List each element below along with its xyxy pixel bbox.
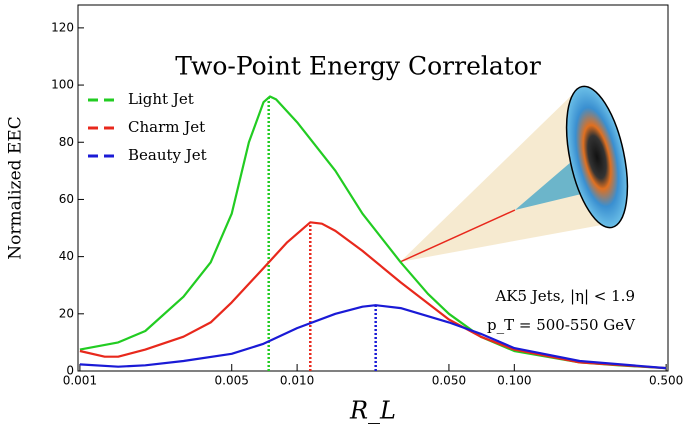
chart-title: Two-Point Energy Correlator xyxy=(175,52,541,81)
y-tick-label: 60 xyxy=(59,192,74,206)
line xyxy=(79,221,667,370)
legend-label: Light Jet xyxy=(128,90,194,108)
jet-illustration xyxy=(399,85,629,263)
annotation: AK5 Jets, |η| < 1.9 xyxy=(494,287,635,305)
x-tick-label: 0.005 xyxy=(215,374,249,388)
plot-frame xyxy=(77,4,669,372)
legend-label: Beauty Jet xyxy=(128,146,207,164)
x-tick-label: 0.050 xyxy=(432,374,466,388)
y-axis-label: Normalized EEC xyxy=(6,116,26,260)
y-tick-label: 0 xyxy=(66,364,74,378)
line xyxy=(79,304,667,370)
y-tick-label: 100 xyxy=(51,78,74,92)
x-tick-label: 0.500 xyxy=(649,374,683,388)
x-tick-label: 0.100 xyxy=(497,374,531,388)
y-tick-label: 40 xyxy=(59,249,74,263)
y-tick-label: 80 xyxy=(59,135,74,149)
y-tick-label: 120 xyxy=(51,20,74,34)
x-axis-label: R_L xyxy=(349,397,396,425)
x-tick-label: 0.010 xyxy=(280,374,314,388)
y-tick-label: 20 xyxy=(59,306,74,320)
annotation: p_T = 500-550 GeV xyxy=(487,316,636,334)
x-tick-label: 0.001 xyxy=(63,374,97,388)
legend-label: Charm Jet xyxy=(128,118,205,136)
